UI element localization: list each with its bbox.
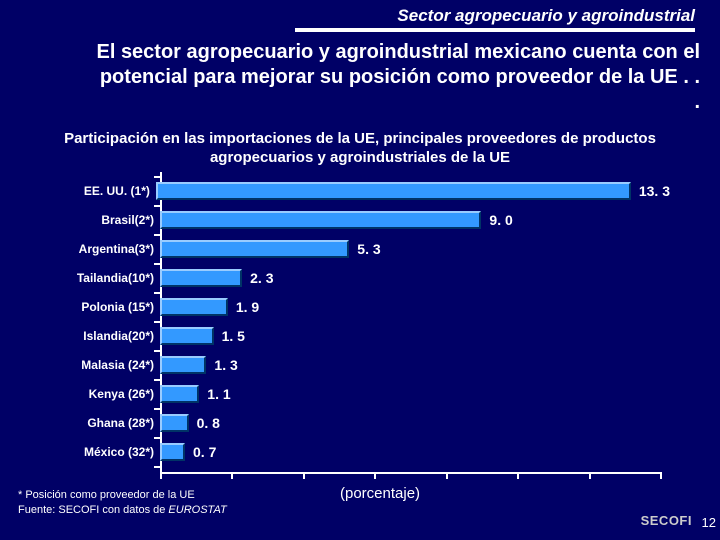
- category-label: Kenya (26*): [30, 387, 160, 401]
- y-tick: [154, 292, 162, 294]
- chart-row: Ghana (28*) 0. 8: [30, 408, 670, 437]
- bar: [156, 182, 631, 200]
- bar-area: 0. 7: [160, 437, 670, 466]
- bar: [160, 443, 185, 461]
- category-label: Tailandia(10*): [30, 271, 160, 285]
- x-tick: [374, 472, 376, 479]
- bar: [160, 211, 481, 229]
- chart-row: Islandia(20*) 1. 5: [30, 321, 670, 350]
- x-tick: [231, 472, 233, 479]
- footnote: * Posición como proveedor de la UE Fuent…: [18, 488, 227, 518]
- x-tick: [660, 472, 662, 479]
- y-tick: [154, 263, 162, 265]
- bar: [160, 269, 242, 287]
- section-title: Sector agropecuario y agroindustrial: [397, 6, 695, 26]
- x-tick: [303, 472, 305, 479]
- bar-area: 1. 9: [160, 292, 670, 321]
- category-label: Islandia(20*): [30, 329, 160, 343]
- y-tick: [154, 466, 162, 468]
- bar-area: 1. 3: [160, 350, 670, 379]
- bar-area: 13. 3: [156, 176, 670, 205]
- y-tick: [154, 205, 162, 207]
- y-tick: [154, 234, 162, 236]
- category-label: México (32*): [30, 445, 160, 459]
- category-label: EE. UU. (1*): [30, 184, 156, 198]
- footnote-source: Fuente: SECOFI con datos de EUROSTAT: [18, 503, 227, 518]
- y-tick: [154, 379, 162, 381]
- value-label: 1. 3: [214, 357, 237, 373]
- chart-row: Tailandia(10*) 2. 3: [30, 263, 670, 292]
- bar: [160, 327, 214, 345]
- chart-row: Brasil(2*) 9. 0: [30, 205, 670, 234]
- x-tick: [589, 472, 591, 479]
- bar-area: 5. 3: [160, 234, 670, 263]
- bar: [160, 356, 206, 374]
- value-label: 9. 0: [489, 212, 512, 228]
- bar-chart: EE. UU. (1*) 13. 3 Brasil(2*) 9. 0 Argentina…: [30, 176, 670, 466]
- x-tick: [517, 472, 519, 479]
- chart-row: EE. UU. (1*) 13. 3: [30, 176, 670, 205]
- bar: [160, 240, 349, 258]
- y-tick: [154, 408, 162, 410]
- chart-title: Participación en las importaciones de la…: [40, 130, 680, 168]
- bar-area: 1. 1: [160, 379, 670, 408]
- x-tick: [446, 472, 448, 479]
- bar-area: 2. 3: [160, 263, 670, 292]
- footnote-source-name: EUROSTAT: [168, 504, 226, 516]
- bar: [160, 385, 199, 403]
- footnote-position: * Posición como proveedor de la UE: [18, 488, 227, 503]
- category-label: Argentina(3*): [30, 242, 160, 256]
- page-number: 12: [702, 515, 716, 530]
- y-tick: [154, 437, 162, 439]
- value-label: 0. 8: [197, 415, 220, 431]
- value-label: 1. 9: [236, 299, 259, 315]
- bar-area: 1. 5: [160, 321, 670, 350]
- footnote-source-prefix: Fuente: SECOFI con datos de: [18, 504, 168, 516]
- category-label: Ghana (28*): [30, 416, 160, 430]
- value-label: 0. 7: [193, 444, 216, 460]
- value-label: 1. 5: [222, 328, 245, 344]
- y-tick: [154, 176, 162, 178]
- category-label: Malasia (24*): [30, 358, 160, 372]
- value-label: 5. 3: [357, 241, 380, 257]
- statement-text: El sector agropecuario y agroindustrial …: [90, 40, 700, 115]
- category-label: Brasil(2*): [30, 213, 160, 227]
- chart-row: Kenya (26*) 1. 1: [30, 379, 670, 408]
- chart-row: Argentina(3*) 5. 3: [30, 234, 670, 263]
- chart-row: México (32*) 0. 7: [30, 437, 670, 466]
- bar-area: 0. 8: [160, 408, 670, 437]
- bar: [160, 298, 228, 316]
- chart-row: Malasia (24*) 1. 3: [30, 350, 670, 379]
- x-axis-label: (porcentaje): [340, 485, 420, 502]
- x-tick: [160, 472, 162, 479]
- bar: [160, 414, 189, 432]
- x-axis-line: [160, 472, 660, 474]
- chart-row: Polonia (15*) 1. 9: [30, 292, 670, 321]
- value-label: 2. 3: [250, 270, 273, 286]
- y-tick: [154, 350, 162, 352]
- value-label: 13. 3: [639, 183, 670, 199]
- bar-area: 9. 0: [160, 205, 670, 234]
- y-tick: [154, 321, 162, 323]
- header-rule: [295, 28, 695, 32]
- category-label: Polonia (15*): [30, 300, 160, 314]
- value-label: 1. 1: [207, 386, 230, 402]
- secofi-logo: SECOFI: [641, 513, 692, 528]
